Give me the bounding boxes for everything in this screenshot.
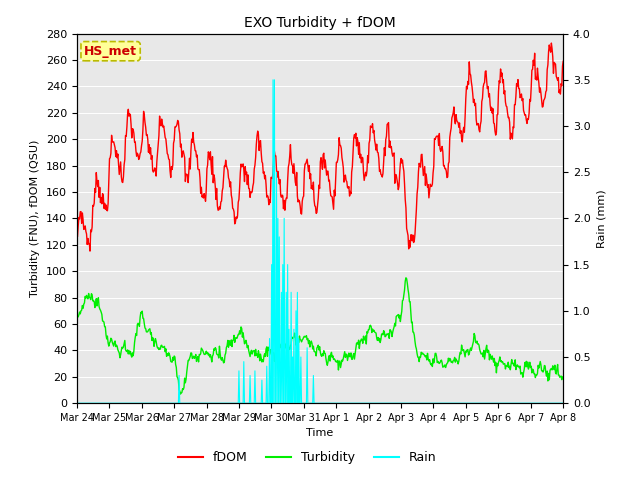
Text: HS_met: HS_met [84,45,137,58]
X-axis label: Time: Time [307,429,333,438]
Legend: fDOM, Turbidity, Rain: fDOM, Turbidity, Rain [173,446,442,469]
Y-axis label: Turbidity (FNU), fDOM (QSU): Turbidity (FNU), fDOM (QSU) [30,140,40,297]
Y-axis label: Rain (mm): Rain (mm) [596,189,606,248]
Title: EXO Turbidity + fDOM: EXO Turbidity + fDOM [244,16,396,30]
